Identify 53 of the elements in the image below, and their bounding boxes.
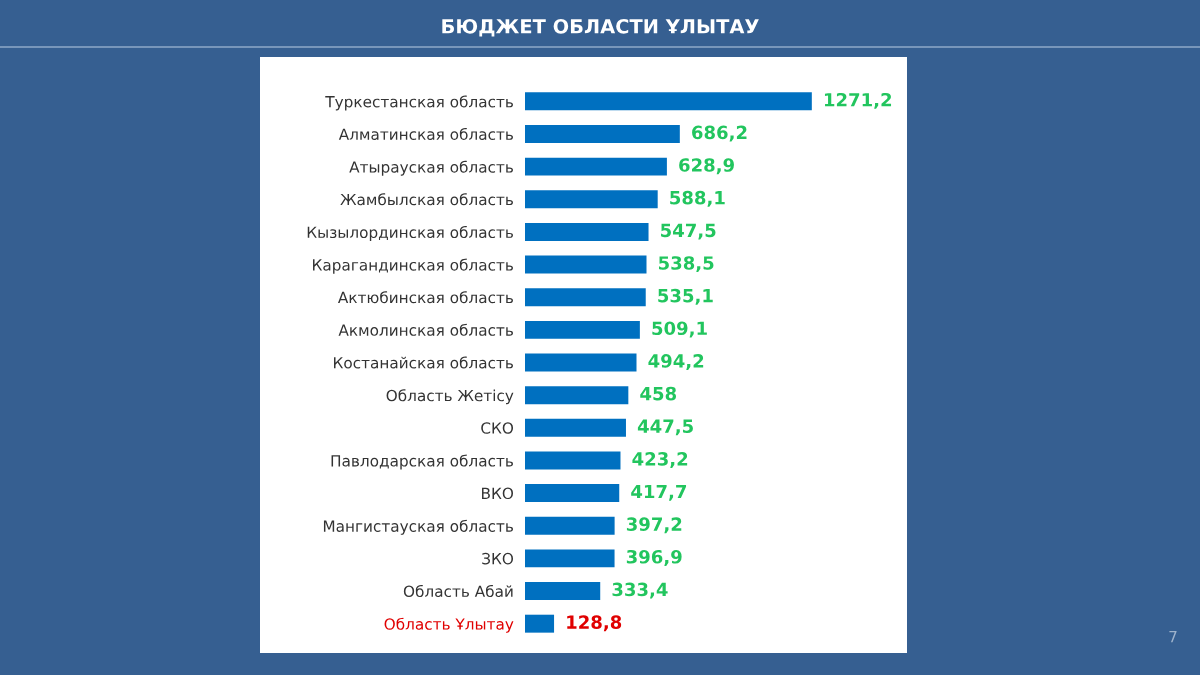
data-label: 396,9: [626, 549, 682, 566]
y-tick-label: Жамбылская область: [340, 193, 513, 206]
bar: [525, 288, 646, 307]
bar: [525, 353, 637, 372]
y-tick-label: Костанайская область: [334, 356, 513, 369]
y-tick-label: Карагандинская область: [313, 258, 513, 274]
bar: [525, 222, 649, 241]
data-label: 417,7: [631, 484, 687, 501]
y-tick-label: Область Абай: [403, 584, 513, 598]
y-tick-label: ВКО: [482, 487, 514, 500]
y-tick-label: Область Жетісу: [386, 389, 514, 405]
bar: [525, 582, 601, 601]
data-label: 494,2: [648, 354, 704, 371]
data-label: 535,1: [658, 288, 713, 305]
data-label: 538,5: [659, 256, 714, 273]
data-label: 588,1: [670, 190, 725, 207]
bar: [525, 320, 640, 339]
bar: [525, 190, 658, 209]
bar: [525, 386, 629, 405]
y-tick-label: СКО: [481, 422, 514, 434]
bar: [525, 124, 680, 143]
y-tick-label: Мангистауская область: [323, 519, 513, 535]
data-label: 686,2: [692, 125, 747, 142]
data-label: 458: [640, 386, 677, 401]
data-label: 447,5: [637, 419, 693, 436]
bar: [525, 516, 615, 535]
data-label: 628,9: [679, 158, 734, 175]
bar: [525, 92, 812, 111]
bar: [525, 549, 615, 568]
y-tick-label: Акмолинская область: [338, 323, 513, 336]
y-tick-label: Кызылординская область: [307, 225, 513, 242]
bar: [525, 451, 621, 470]
bar: [525, 157, 667, 176]
y-tick-label: Туркестанская область: [325, 95, 513, 111]
chart-title: БЮДЖЕТ ОБЛАСТИ ҰЛЫТАУ: [442, 18, 759, 37]
y-tick-label: Атырауская область: [349, 160, 513, 176]
y-tick-label: ЗКО: [482, 552, 514, 565]
data-label: 128,8: [567, 615, 622, 632]
bar: [525, 614, 555, 633]
bar: [525, 255, 647, 274]
y-tick-label: Павлодарская область: [331, 454, 513, 470]
bar: [525, 418, 626, 437]
data-label: 1271,2: [824, 92, 892, 109]
data-label: 547,5: [661, 223, 716, 240]
bar: [525, 484, 620, 503]
y-tick-label: Алматинская область: [338, 127, 513, 140]
data-label: 423,2: [632, 452, 688, 468]
data-label: 397,2: [626, 517, 682, 534]
data-label: 333,4: [612, 582, 668, 599]
y-tick-label: Актюбинская область: [337, 291, 513, 304]
y-tick-label: Область Ұлытау: [384, 617, 514, 633]
data-label: 509,1: [652, 321, 707, 338]
text: 7: [1169, 631, 1177, 643]
